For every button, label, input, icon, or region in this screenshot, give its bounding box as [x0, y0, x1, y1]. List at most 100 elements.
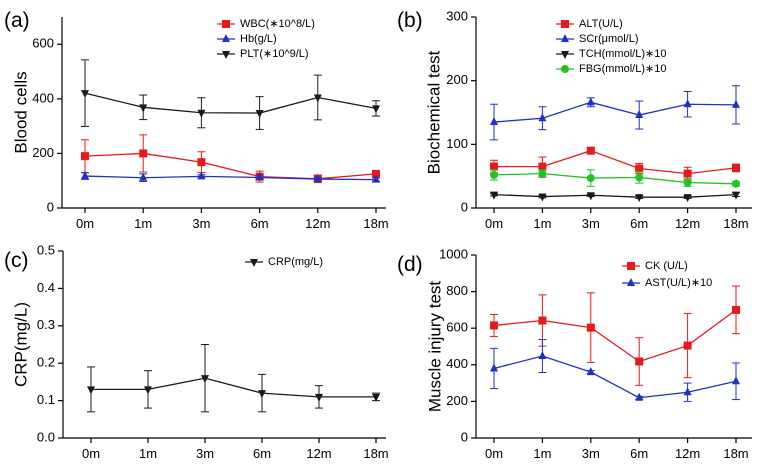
data-point	[586, 323, 595, 332]
legend-marker	[627, 262, 635, 270]
x-tick-label: 12m	[675, 216, 700, 231]
legend: WBC(∗10^8/L) Hb(g/L) PLT(∗10^9/L)	[217, 18, 315, 60]
legend-marker	[222, 51, 230, 59]
legend-entry: CRP(mg/L)	[268, 256, 323, 268]
y-tick-label: 200	[32, 145, 54, 160]
x-tick-label: 18m	[363, 216, 388, 231]
y-tick-label: 200	[446, 72, 468, 87]
y-tick-label: 0.2	[37, 355, 55, 370]
series-1	[490, 285, 740, 386]
legend-entry: WBC(∗10^8/L)	[240, 18, 315, 30]
legend: CRP(mg/L)	[245, 256, 323, 268]
data-point	[197, 109, 206, 118]
chart-panel-3: (c) CRP(mg/L) 0.0 0.1 0.2 0.3 0.4 0.5 0m 1m 3m 6m 12…	[4, 242, 389, 461]
data-point	[81, 90, 89, 99]
data-point	[255, 172, 264, 181]
data-point	[313, 94, 322, 103]
data-point	[586, 97, 595, 106]
data-point	[732, 179, 740, 188]
series-3	[490, 191, 740, 203]
series-line	[84, 175, 377, 181]
data-point	[538, 351, 547, 360]
series-3	[81, 59, 380, 130]
y-tick-label: 300	[446, 8, 468, 23]
y-tick-label: 0	[461, 429, 468, 444]
data-point	[635, 173, 644, 182]
y-axis-label: CRP(mg/L)	[11, 302, 30, 387]
x-tick-label: 18m	[723, 446, 748, 461]
chart-panel-1: (a) Blood cells 0 200 400 600 0m 1m 3m 6m 12m 18m WB…	[4, 9, 389, 231]
y-tick-label: 400	[446, 356, 468, 371]
legend-entry: PLT(∗10^9/L)	[240, 48, 309, 60]
series-line	[84, 92, 377, 114]
y-axis-label: Biochemical test	[424, 50, 443, 174]
data-point	[139, 104, 148, 113]
panel-label: (c)	[4, 249, 29, 272]
data-point	[538, 169, 547, 178]
y-tick-label: 0	[47, 199, 54, 214]
y-tick-label: 600	[446, 320, 468, 335]
y-tick-label: 0.3	[37, 317, 55, 332]
series-line	[493, 172, 737, 185]
y-tick-label: 0	[461, 199, 468, 214]
legend-entry: ALT(U/L)	[579, 18, 623, 30]
data-point	[201, 375, 209, 384]
data-point	[732, 305, 740, 314]
legend-marker	[222, 20, 230, 28]
legend-entry: Hb(g/L)	[240, 33, 277, 45]
data-point	[139, 149, 148, 158]
series-2	[490, 339, 740, 402]
panel-label: (a)	[4, 9, 30, 32]
data-point	[635, 110, 644, 119]
y-tick-label: 1000	[439, 246, 468, 261]
data-point	[490, 170, 498, 179]
series-2	[490, 85, 740, 141]
data-point	[315, 393, 323, 402]
data-point	[683, 387, 692, 396]
data-point	[81, 152, 89, 161]
legend-entry: TCH(mmol/L)∗10	[579, 48, 666, 60]
series-line	[84, 152, 377, 180]
data-point	[81, 171, 89, 180]
x-tick-label: 18m	[723, 216, 748, 231]
y-tick-label: 100	[446, 136, 468, 151]
data-point	[732, 191, 740, 200]
y-tick-label: 800	[446, 283, 468, 298]
data-point	[139, 172, 148, 181]
y-axis-label: Muscle injury test	[425, 281, 444, 413]
x-tick-label: 3m	[582, 446, 600, 461]
x-tick-label: 1m	[533, 216, 551, 231]
data-point	[255, 110, 264, 119]
data-point	[732, 163, 740, 172]
series-1	[81, 134, 380, 184]
data-point	[635, 357, 644, 366]
panel-label: (b)	[397, 9, 423, 32]
x-tick-label: 12m	[305, 216, 330, 231]
series-2	[81, 171, 380, 183]
x-tick-label: 18m	[363, 446, 388, 461]
x-tick-label: 3m	[196, 446, 214, 461]
legend-marker	[222, 34, 230, 42]
y-tick-label: 0.1	[37, 392, 55, 407]
data-point	[490, 162, 498, 171]
data-point	[372, 393, 380, 402]
y-tick-label: 200	[446, 393, 468, 408]
data-point	[87, 386, 95, 395]
chart-panel-2: (b)Biochemical test 0 100 200 300 0m 1m 3m 6m 12m…	[397, 8, 752, 231]
x-tick-label: 12m	[306, 446, 331, 461]
data-point	[635, 392, 644, 401]
x-tick-label: 0m	[485, 216, 503, 231]
data-point	[586, 192, 595, 201]
data-point	[490, 191, 498, 200]
x-tick-label: 1m	[134, 216, 152, 231]
x-tick-label: 0m	[485, 446, 503, 461]
series-4	[490, 169, 740, 188]
legend: ALT(U/L) SCr(μmol/L) TCH(mmol/L)∗10 FBG(mmo…	[556, 18, 666, 75]
y-tick-label: 600	[32, 36, 54, 51]
data-point	[197, 158, 206, 167]
legend-marker	[561, 34, 569, 42]
legend-marker	[561, 65, 569, 73]
data-point	[538, 162, 547, 171]
data-point	[683, 99, 692, 108]
